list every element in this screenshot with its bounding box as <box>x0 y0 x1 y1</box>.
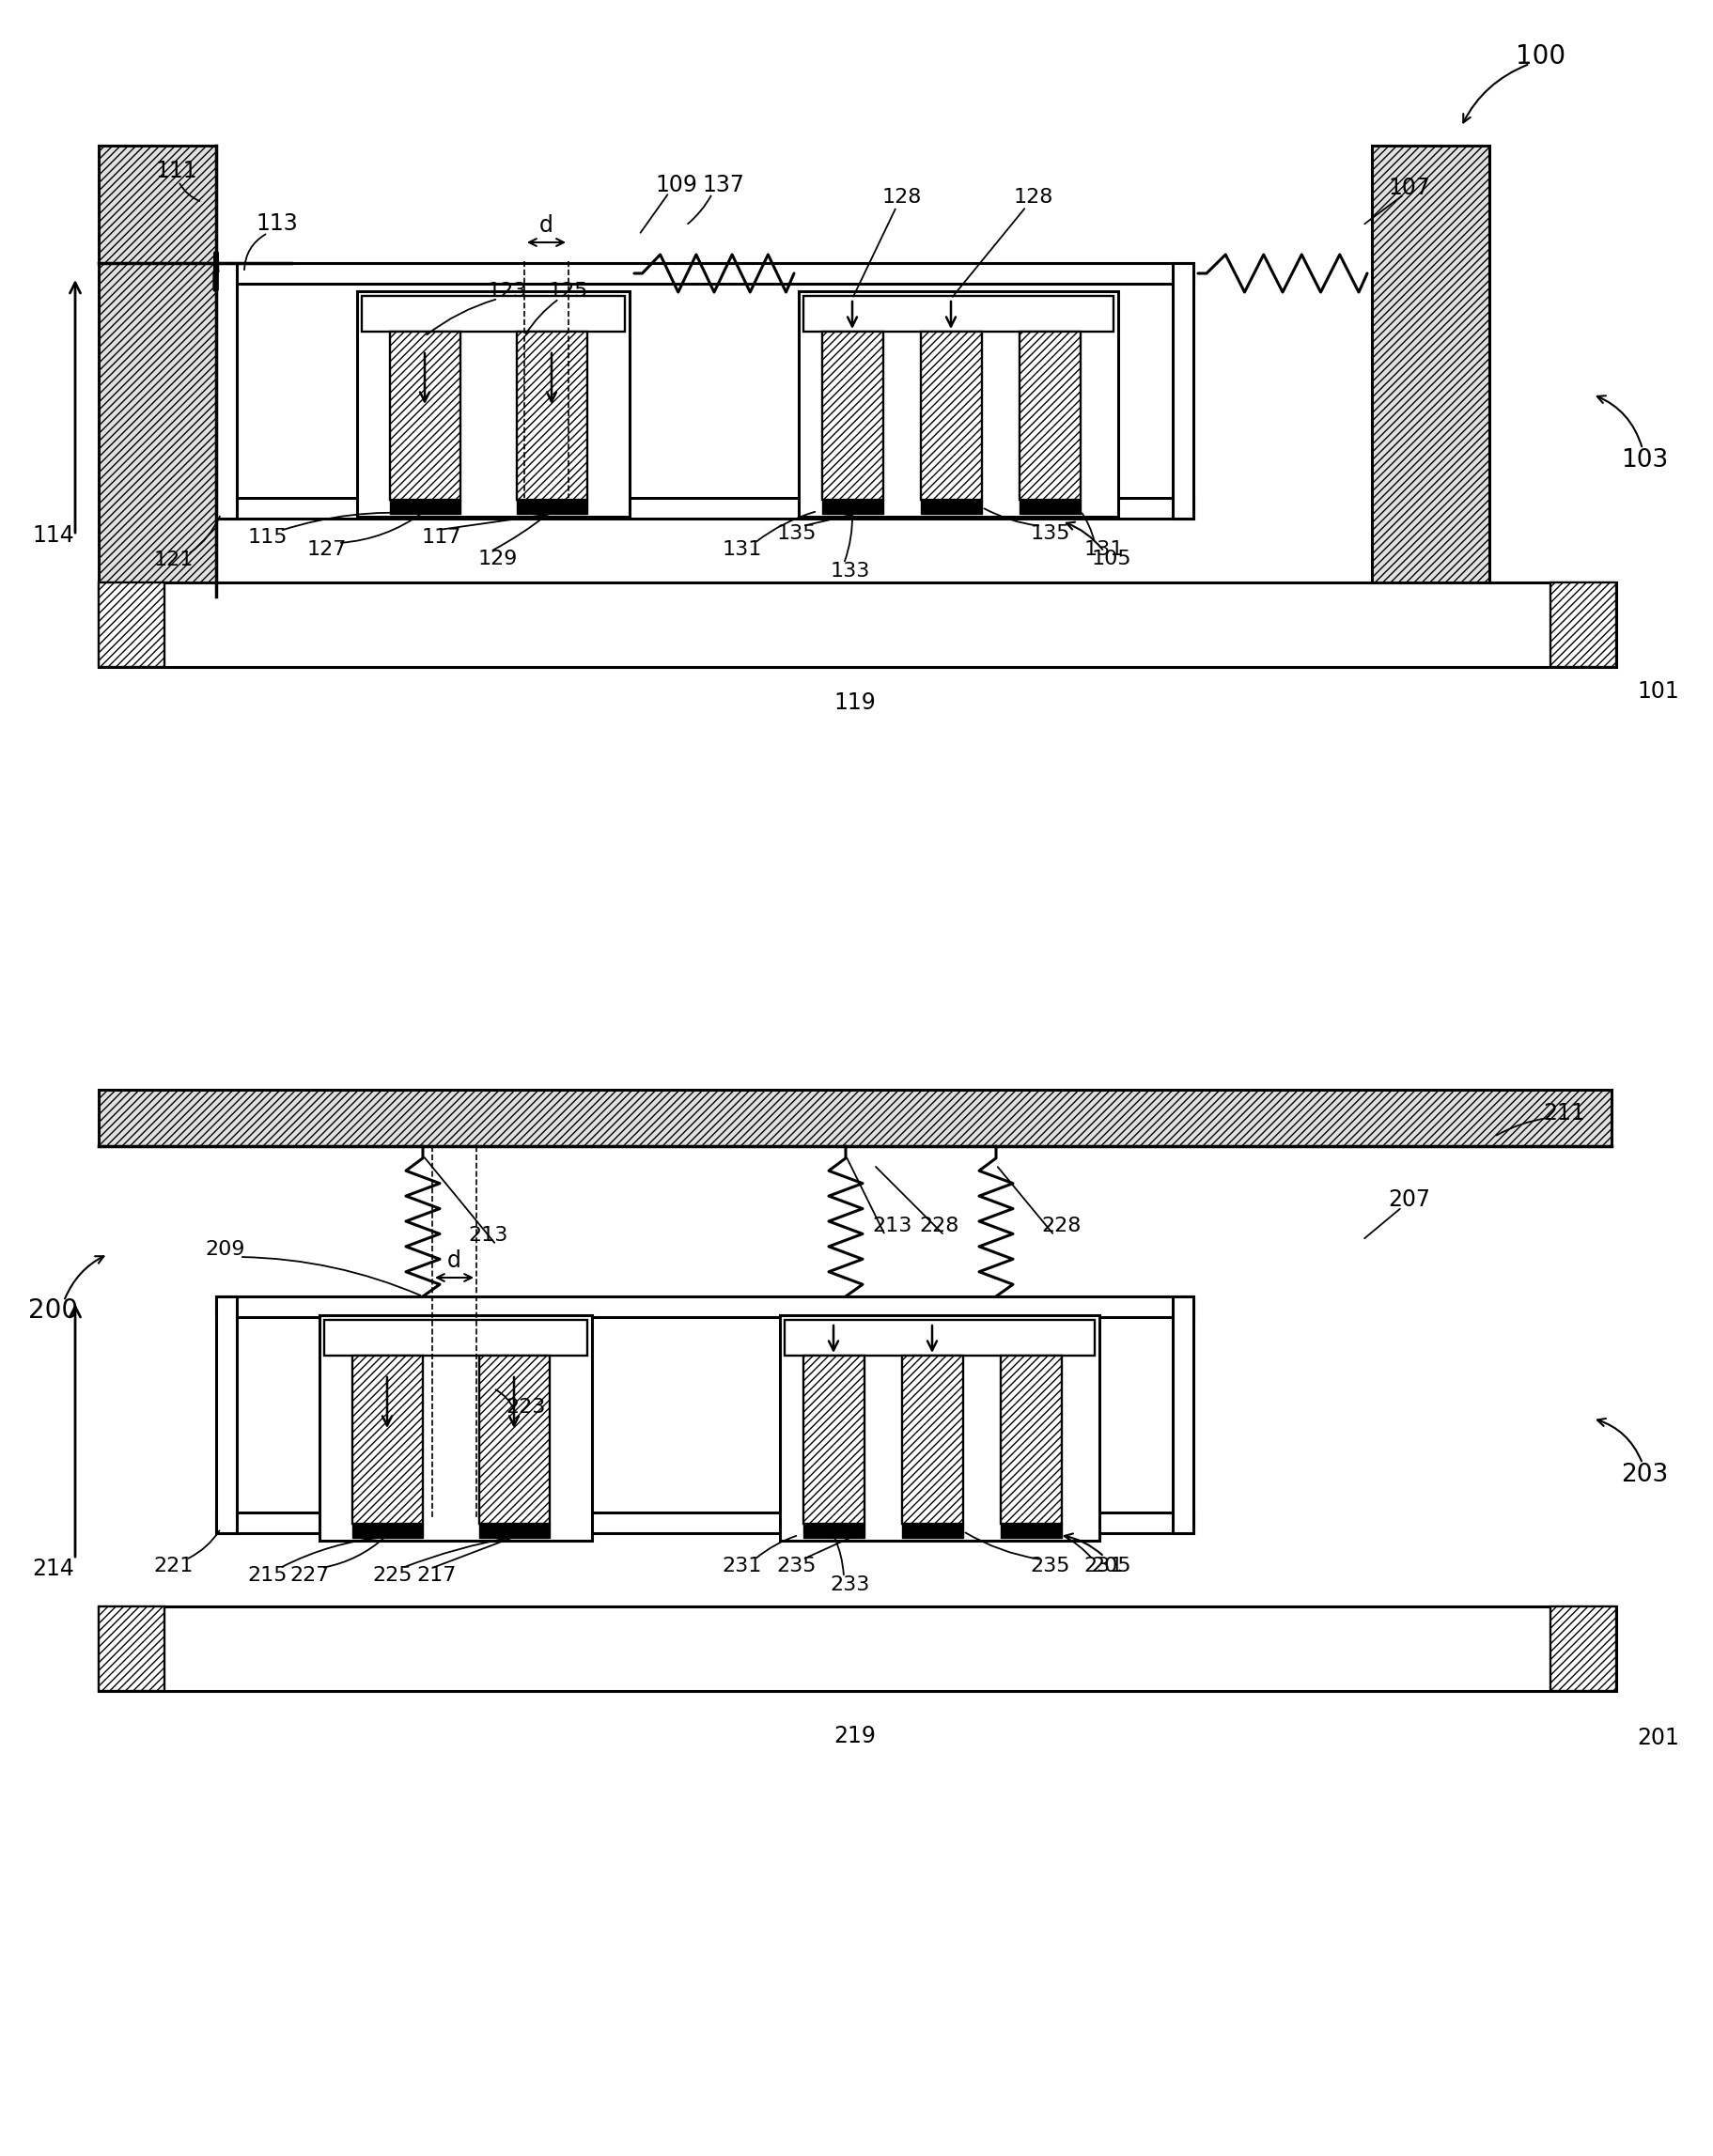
Text: 111: 111 <box>156 160 197 183</box>
Bar <box>1550 582 1615 666</box>
Text: 121: 121 <box>154 550 194 569</box>
Text: 225: 225 <box>373 1565 413 1585</box>
Text: 133: 133 <box>831 563 870 580</box>
Bar <box>822 500 884 513</box>
Bar <box>99 1089 1612 1147</box>
Text: 203: 203 <box>1620 1462 1668 1488</box>
Bar <box>903 1356 963 1524</box>
Bar <box>480 1356 550 1524</box>
Text: 213: 213 <box>872 1216 913 1235</box>
Bar <box>1019 500 1081 513</box>
Text: d: d <box>447 1250 461 1272</box>
Text: 135: 135 <box>1031 524 1071 543</box>
Text: 228: 228 <box>920 1216 959 1235</box>
Text: 131: 131 <box>723 541 762 558</box>
Bar <box>216 1296 1194 1317</box>
Text: d: d <box>540 213 553 237</box>
Text: 109: 109 <box>656 175 697 196</box>
Bar <box>803 1524 865 1537</box>
Bar <box>1550 1606 1615 1690</box>
Text: 128: 128 <box>882 188 922 207</box>
Bar <box>1000 1524 1062 1537</box>
Text: 228: 228 <box>1042 1216 1081 1235</box>
Bar <box>216 1296 236 1533</box>
Text: 119: 119 <box>834 692 875 714</box>
Text: 125: 125 <box>548 282 589 300</box>
Text: 235: 235 <box>1031 1557 1071 1576</box>
Text: 207: 207 <box>1388 1188 1430 1212</box>
Text: 205: 205 <box>1091 1557 1132 1576</box>
Text: 214: 214 <box>33 1557 75 1580</box>
Bar <box>361 295 625 332</box>
Bar <box>216 1514 1194 1533</box>
Text: 137: 137 <box>702 175 745 196</box>
Bar <box>517 332 588 500</box>
Bar <box>1019 332 1081 500</box>
Text: 114: 114 <box>33 524 75 548</box>
Text: 231: 231 <box>723 1557 762 1576</box>
Text: 117: 117 <box>421 528 461 548</box>
Text: 235: 235 <box>778 1557 817 1576</box>
Bar <box>353 1524 423 1537</box>
Bar <box>99 582 164 666</box>
Bar <box>356 291 630 517</box>
Bar <box>99 1606 1615 1690</box>
Text: 129: 129 <box>478 550 517 569</box>
Text: 131: 131 <box>1084 541 1124 558</box>
Text: 227: 227 <box>289 1565 331 1585</box>
Text: 211: 211 <box>1543 1102 1586 1125</box>
Text: 217: 217 <box>416 1565 457 1585</box>
Bar <box>99 582 1615 666</box>
Text: 123: 123 <box>488 282 528 300</box>
Bar <box>1000 1356 1062 1524</box>
Text: 100: 100 <box>1516 43 1566 69</box>
Text: 135: 135 <box>778 524 817 543</box>
Text: 213: 213 <box>469 1227 509 1244</box>
Bar <box>798 291 1119 517</box>
Text: 215: 215 <box>248 1565 288 1585</box>
Bar <box>216 263 236 520</box>
Bar <box>1173 1296 1194 1533</box>
Text: 209: 209 <box>206 1240 245 1259</box>
Bar <box>216 498 1194 520</box>
Text: 115: 115 <box>248 528 288 548</box>
Bar <box>1173 263 1194 520</box>
Bar <box>903 1524 963 1537</box>
Bar <box>324 1319 588 1356</box>
Bar <box>822 332 884 500</box>
Bar <box>320 1315 593 1542</box>
Bar <box>391 332 461 500</box>
Text: 233: 233 <box>831 1576 870 1593</box>
Text: 231: 231 <box>1084 1557 1124 1576</box>
Bar <box>803 1356 865 1524</box>
Bar <box>99 147 216 597</box>
Text: 223: 223 <box>507 1397 546 1416</box>
Bar <box>785 1319 1095 1356</box>
Text: 103: 103 <box>1620 448 1668 472</box>
Text: 107: 107 <box>1389 177 1430 198</box>
Bar <box>517 500 588 513</box>
Text: 105: 105 <box>1091 550 1132 569</box>
Text: 113: 113 <box>257 211 298 235</box>
Bar <box>353 1356 423 1524</box>
Bar <box>779 1315 1100 1542</box>
Text: 200: 200 <box>29 1298 79 1324</box>
Text: 221: 221 <box>154 1557 194 1576</box>
Bar <box>922 332 982 500</box>
Bar <box>1372 147 1489 597</box>
Text: 201: 201 <box>1638 1727 1679 1749</box>
Text: 219: 219 <box>834 1725 875 1746</box>
Bar <box>216 263 1194 285</box>
Bar <box>480 1524 550 1537</box>
Bar <box>922 500 982 513</box>
Text: 128: 128 <box>1014 188 1053 207</box>
Text: 127: 127 <box>307 541 348 558</box>
Bar <box>391 500 461 513</box>
Bar <box>99 1606 164 1690</box>
Bar <box>803 295 1113 332</box>
Text: 101: 101 <box>1638 679 1679 703</box>
